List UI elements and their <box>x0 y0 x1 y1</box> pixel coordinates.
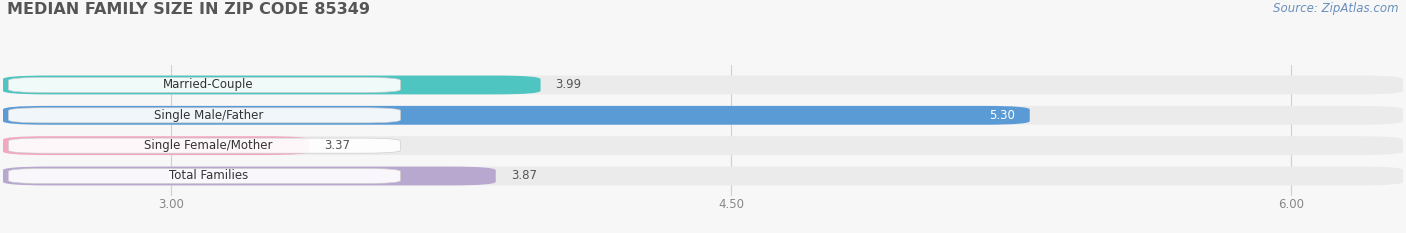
Text: Total Families: Total Families <box>169 169 247 182</box>
Text: 3.99: 3.99 <box>555 79 582 92</box>
FancyBboxPatch shape <box>3 167 1403 185</box>
FancyBboxPatch shape <box>3 106 1403 125</box>
FancyBboxPatch shape <box>8 138 401 153</box>
Text: Single Male/Father: Single Male/Father <box>153 109 263 122</box>
Text: MEDIAN FAMILY SIZE IN ZIP CODE 85349: MEDIAN FAMILY SIZE IN ZIP CODE 85349 <box>7 2 370 17</box>
Text: Single Female/Mother: Single Female/Mother <box>143 139 273 152</box>
FancyBboxPatch shape <box>3 136 1403 155</box>
Text: Married-Couple: Married-Couple <box>163 79 253 92</box>
FancyBboxPatch shape <box>3 167 496 185</box>
Text: Source: ZipAtlas.com: Source: ZipAtlas.com <box>1274 2 1399 15</box>
FancyBboxPatch shape <box>8 108 401 123</box>
FancyBboxPatch shape <box>3 106 1029 125</box>
FancyBboxPatch shape <box>3 75 1403 94</box>
FancyBboxPatch shape <box>3 136 309 155</box>
FancyBboxPatch shape <box>8 77 401 93</box>
Text: 5.30: 5.30 <box>988 109 1015 122</box>
Text: 3.37: 3.37 <box>323 139 350 152</box>
FancyBboxPatch shape <box>8 168 401 184</box>
FancyBboxPatch shape <box>3 75 540 94</box>
Text: 3.87: 3.87 <box>510 169 537 182</box>
